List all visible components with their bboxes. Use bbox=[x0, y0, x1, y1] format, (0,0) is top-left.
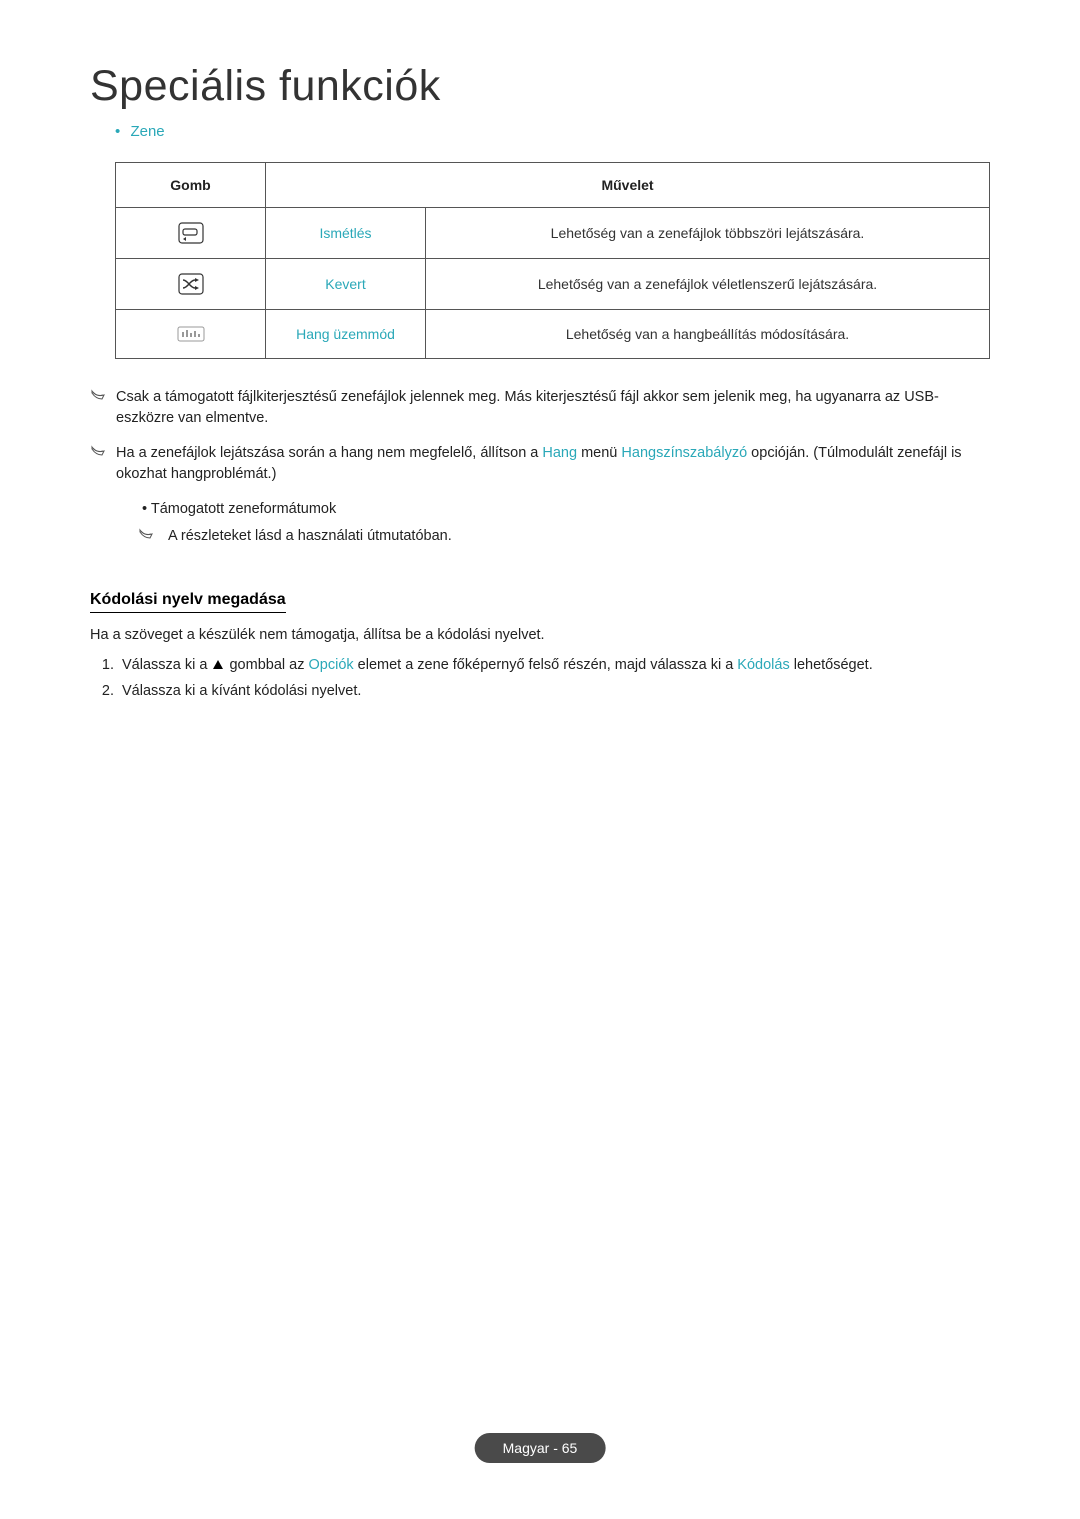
row-label: Hang üzemmód bbox=[266, 310, 426, 359]
repeat-icon bbox=[178, 222, 204, 244]
shuffle-icon bbox=[178, 273, 204, 295]
table-row: Ismétlés Lehetőség van a zenefájlok több… bbox=[116, 208, 990, 259]
note-text: Ha a zenefájlok lejátszása során a hang … bbox=[116, 443, 990, 485]
row-desc: Lehetőség van a hangbeállítás módosításá… bbox=[426, 310, 990, 359]
step-fragment: elemet a zene főképernyő felső részén, m… bbox=[354, 657, 738, 673]
row-label: Ismétlés bbox=[266, 208, 426, 259]
inline-hang: Hang bbox=[542, 445, 577, 461]
note-icon bbox=[90, 443, 110, 485]
inline-opciok: Opciók bbox=[309, 657, 354, 673]
encoding-intro: Ha a szöveget a készülék nem támogatja, … bbox=[90, 627, 990, 643]
table-row: Hang üzemmód Lehetőség van a hangbeállít… bbox=[116, 310, 990, 359]
eq-icon bbox=[177, 324, 205, 344]
notes-block: Csak a támogatott fájlkiterjesztésű zene… bbox=[90, 387, 990, 547]
manual-page: Speciális funkciók • Zene Gomb Művelet I… bbox=[0, 0, 1080, 1519]
encoding-heading: Kódolási nyelv megadása bbox=[90, 591, 286, 613]
section-bullet-zene: • Zene bbox=[115, 123, 990, 140]
bullet-dot: • bbox=[115, 123, 120, 140]
step-fragment: lehetőséget. bbox=[790, 657, 873, 673]
sub-note: A részleteket lásd a használati útmutató… bbox=[138, 526, 990, 547]
inline-kodolas: Kódolás bbox=[737, 657, 789, 673]
row-label: Kevert bbox=[266, 259, 426, 310]
note-icon bbox=[90, 387, 110, 429]
actions-table: Gomb Művelet Ismétlés Lehetőség van a ze… bbox=[115, 162, 990, 359]
note-item: Ha a zenefájlok lejátszása során a hang … bbox=[90, 443, 990, 485]
note-fragment: Ha a zenefájlok lejátszása során a hang … bbox=[116, 445, 542, 461]
page-title: Speciális funkciók bbox=[90, 62, 990, 111]
sub-note-text: A részleteket lásd a használati útmutató… bbox=[168, 526, 990, 547]
icon-cell-eq bbox=[116, 310, 266, 359]
table-row: Kevert Lehetőség van a zenefájlok véletl… bbox=[116, 259, 990, 310]
step-fragment: gombbal az bbox=[225, 657, 308, 673]
step-2: Válassza ki a kívánt kódolási nyelvet. bbox=[118, 683, 990, 699]
row-desc: Lehetőség van a zenefájlok véletlenszerű… bbox=[426, 259, 990, 310]
step-fragment: Válassza ki a bbox=[122, 657, 211, 673]
step-1: Válassza ki a gombbal az Opciók elemet a… bbox=[118, 657, 990, 673]
inline-hangszin: Hangszínszabályzó bbox=[621, 445, 747, 461]
section-label: Zene bbox=[130, 123, 164, 140]
header-muvelet: Művelet bbox=[266, 163, 990, 208]
icon-cell-shuffle bbox=[116, 259, 266, 310]
note-fragment: menü bbox=[577, 445, 621, 461]
note-icon bbox=[138, 526, 158, 547]
row-desc: Lehetőség van a zenefájlok többszöri lej… bbox=[426, 208, 990, 259]
sub-bullet: Támogatott zeneformátumok bbox=[142, 499, 990, 520]
icon-cell-repeat bbox=[116, 208, 266, 259]
up-arrow-icon bbox=[213, 660, 223, 669]
table-header-row: Gomb Művelet bbox=[116, 163, 990, 208]
header-gomb: Gomb bbox=[116, 163, 266, 208]
encoding-steps: Válassza ki a gombbal az Opciók elemet a… bbox=[104, 657, 990, 699]
encoding-section: Kódolási nyelv megadása Ha a szöveget a … bbox=[90, 547, 990, 699]
page-footer: Magyar - 65 bbox=[475, 1433, 606, 1463]
note-item: Csak a támogatott fájlkiterjesztésű zene… bbox=[90, 387, 990, 429]
note-text: Csak a támogatott fájlkiterjesztésű zene… bbox=[116, 387, 990, 429]
